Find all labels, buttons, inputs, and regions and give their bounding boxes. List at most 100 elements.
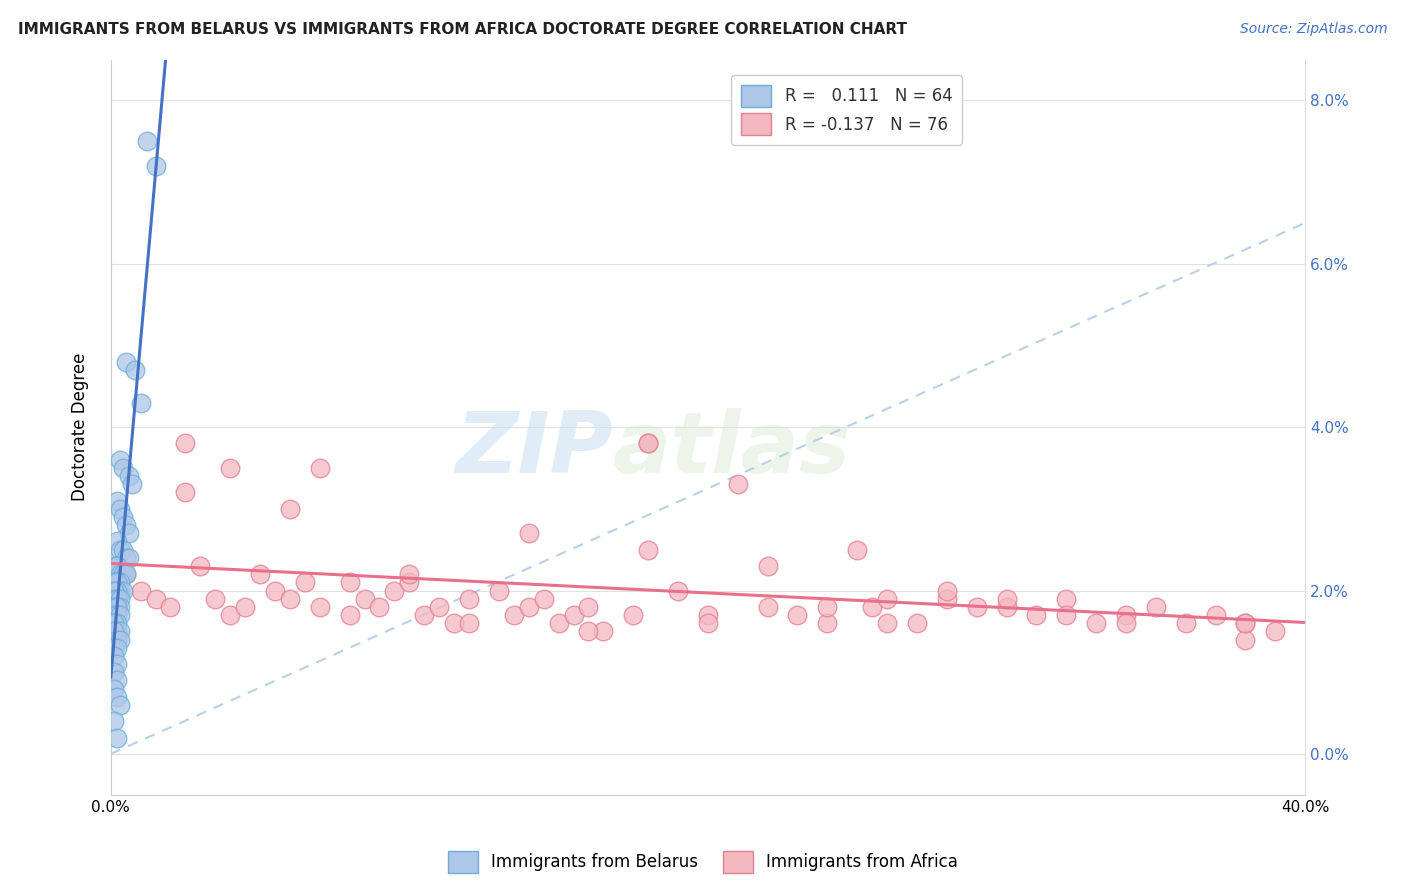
Point	[502, 607, 524, 622]
Point	[233, 599, 256, 614]
Point	[966, 599, 988, 614]
Point	[105, 657, 128, 671]
Point	[105, 534, 128, 549]
Point	[815, 599, 838, 614]
Point	[1234, 616, 1257, 631]
Point	[294, 575, 316, 590]
Point	[935, 583, 957, 598]
Point	[1054, 591, 1077, 606]
Point	[264, 583, 287, 598]
Point	[697, 607, 720, 622]
Point	[108, 575, 131, 590]
Point	[111, 461, 134, 475]
Point	[384, 583, 406, 598]
Point	[1205, 607, 1227, 622]
Point	[114, 518, 136, 533]
Point	[105, 607, 128, 622]
Point	[129, 583, 152, 598]
Point	[308, 599, 330, 614]
Point	[114, 567, 136, 582]
Point	[1234, 632, 1257, 647]
Point	[111, 510, 134, 524]
Point	[204, 591, 226, 606]
Point	[188, 559, 211, 574]
Point	[135, 134, 157, 148]
Point	[846, 542, 869, 557]
Point	[815, 616, 838, 631]
Point	[145, 591, 167, 606]
Point	[1234, 616, 1257, 631]
Point	[637, 436, 659, 450]
Point	[129, 395, 152, 409]
Point	[339, 575, 361, 590]
Point	[427, 599, 450, 614]
Point	[1085, 616, 1108, 631]
Point	[756, 599, 779, 614]
Point	[876, 591, 898, 606]
Point	[756, 559, 779, 574]
Point	[697, 616, 720, 631]
Point	[517, 599, 540, 614]
Point	[111, 542, 134, 557]
Point	[124, 363, 146, 377]
Point	[278, 501, 301, 516]
Point	[105, 599, 128, 614]
Point	[108, 632, 131, 647]
Point	[103, 616, 125, 631]
Point	[219, 607, 242, 622]
Point	[145, 159, 167, 173]
Point	[103, 648, 125, 663]
Point	[578, 624, 600, 639]
Point	[174, 485, 197, 500]
Point	[935, 591, 957, 606]
Point	[105, 559, 128, 574]
Point	[105, 591, 128, 606]
Point	[562, 607, 585, 622]
Point	[105, 599, 128, 614]
Point	[103, 583, 125, 598]
Point	[103, 607, 125, 622]
Point	[105, 690, 128, 704]
Point	[637, 542, 659, 557]
Point	[621, 607, 644, 622]
Point	[114, 550, 136, 565]
Point	[860, 599, 883, 614]
Point	[108, 583, 131, 598]
Point	[1115, 616, 1137, 631]
Point	[105, 575, 128, 590]
Point	[108, 591, 131, 606]
Point	[103, 575, 125, 590]
Y-axis label: Doctorate Degree: Doctorate Degree	[72, 353, 89, 501]
Point	[103, 616, 125, 631]
Point	[159, 599, 181, 614]
Point	[108, 501, 131, 516]
Point	[1264, 624, 1286, 639]
Point	[108, 624, 131, 639]
Point	[368, 599, 391, 614]
Point	[339, 607, 361, 622]
Point	[105, 640, 128, 655]
Point	[103, 599, 125, 614]
Text: atlas: atlas	[613, 408, 851, 491]
Point	[398, 567, 420, 582]
Point	[637, 436, 659, 450]
Point	[108, 452, 131, 467]
Legend: R =   0.111   N = 64, R = -0.137   N = 76: R = 0.111 N = 64, R = -0.137 N = 76	[731, 75, 962, 145]
Point	[578, 599, 600, 614]
Point	[443, 616, 465, 631]
Point	[1054, 607, 1077, 622]
Point	[118, 550, 141, 565]
Point	[1115, 607, 1137, 622]
Point	[458, 616, 481, 631]
Point	[105, 624, 128, 639]
Point	[105, 632, 128, 647]
Point	[1025, 607, 1047, 622]
Point	[105, 616, 128, 631]
Point	[876, 616, 898, 631]
Point	[398, 575, 420, 590]
Point	[666, 583, 689, 598]
Text: ZIP: ZIP	[454, 408, 613, 491]
Point	[413, 607, 436, 622]
Point	[103, 640, 125, 655]
Point	[103, 714, 125, 729]
